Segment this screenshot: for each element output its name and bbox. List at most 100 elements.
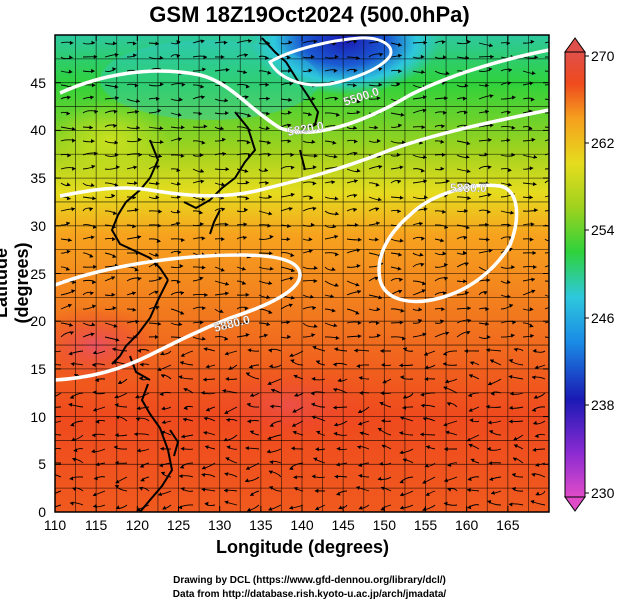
x-tick-label: 110 bbox=[43, 517, 67, 533]
streamline-arrowhead bbox=[289, 81, 293, 86]
streamline-arrowhead bbox=[94, 109, 98, 114]
streamline-arrowhead bbox=[556, 194, 560, 198]
streamline bbox=[302, 224, 315, 227]
streamline-arrowhead bbox=[250, 393, 255, 397]
x-tick-label: 165 bbox=[496, 517, 520, 533]
streamline-arrowhead bbox=[423, 179, 427, 184]
streamline bbox=[500, 280, 511, 284]
streamline-arrowhead bbox=[466, 331, 471, 335]
streamline-arrowhead bbox=[376, 96, 381, 101]
map-title: GSM 18Z19Oct2024 (500.0hPa) bbox=[149, 2, 470, 27]
streamline-arrowhead bbox=[469, 374, 473, 378]
streamline-arrowhead bbox=[176, 279, 181, 284]
streamline-arrowhead bbox=[441, 40, 446, 45]
streamline-arrowhead bbox=[266, 96, 270, 101]
streamline-arrowhead bbox=[530, 97, 535, 102]
streamline-arrowhead bbox=[161, 471, 166, 476]
streamline-arrowhead bbox=[353, 83, 357, 88]
streamline-arrowhead bbox=[378, 295, 383, 300]
streamline-arrowhead bbox=[176, 209, 181, 214]
streamline-arrowhead bbox=[243, 207, 248, 212]
streamline-arrowhead bbox=[439, 319, 444, 324]
streamline-arrowhead bbox=[92, 433, 96, 438]
streamline bbox=[236, 209, 248, 213]
streamline-arrowhead bbox=[225, 291, 229, 296]
streamline-arrowhead bbox=[531, 472, 536, 477]
streamline-arrowhead bbox=[201, 236, 206, 241]
streamline-arrowhead bbox=[223, 324, 228, 329]
streamline-arrowhead bbox=[91, 68, 95, 74]
streamline-arrowhead bbox=[421, 403, 425, 408]
streamline-arrowhead bbox=[532, 407, 537, 412]
streamline-arrowhead bbox=[333, 323, 338, 328]
streamline-arrowhead bbox=[445, 71, 450, 76]
streamline-arrowhead bbox=[91, 449, 96, 454]
streamline-arrowhead bbox=[379, 401, 384, 406]
streamline-arrowhead bbox=[381, 418, 385, 423]
streamline-arrowhead bbox=[70, 395, 75, 399]
streamline bbox=[412, 319, 423, 324]
streamline-arrowhead bbox=[266, 111, 270, 116]
streamline-arrowhead bbox=[443, 422, 448, 427]
streamline-arrowhead bbox=[423, 207, 428, 212]
streamline-arrowhead bbox=[136, 125, 140, 130]
streamline-arrowhead bbox=[336, 446, 341, 451]
streamline-arrowhead bbox=[93, 54, 98, 59]
streamline-arrowhead bbox=[399, 238, 404, 243]
streamline-arrowhead bbox=[315, 506, 320, 511]
streamline-arrowhead bbox=[311, 415, 316, 420]
streamline-arrowhead bbox=[158, 154, 162, 159]
streamline-arrowhead bbox=[377, 197, 382, 202]
streamline-arrowhead bbox=[426, 445, 430, 450]
streamline-arrowhead bbox=[159, 392, 164, 397]
streamline-arrowhead bbox=[90, 183, 95, 187]
streamline-arrowhead bbox=[445, 430, 450, 435]
streamline-arrowhead bbox=[92, 224, 97, 229]
streamline-arrowhead bbox=[246, 466, 250, 470]
streamline-arrowhead bbox=[155, 41, 159, 46]
y-axis-label: Latitude (degrees) bbox=[0, 242, 32, 324]
streamline-arrowhead bbox=[250, 492, 254, 496]
streamline-arrowhead bbox=[268, 211, 273, 216]
streamline-arrowhead bbox=[489, 43, 493, 48]
streamline-arrowhead bbox=[470, 361, 474, 366]
streamline bbox=[148, 238, 161, 243]
streamline-arrowhead bbox=[467, 488, 471, 493]
streamline-arrowhead bbox=[466, 141, 471, 146]
streamline-arrowhead bbox=[201, 487, 206, 492]
streamline-arrowhead bbox=[49, 448, 53, 452]
streamline-arrowhead bbox=[269, 234, 274, 239]
y-tick-label: 35 bbox=[30, 170, 46, 187]
streamline-arrowhead bbox=[358, 505, 363, 510]
streamline-arrowhead bbox=[180, 360, 184, 365]
streamline-arrowhead bbox=[512, 487, 516, 491]
streamline-arrowhead bbox=[308, 112, 312, 117]
streamline-arrowhead bbox=[114, 394, 119, 399]
streamline-arrowhead bbox=[551, 180, 555, 184]
streamline-arrowhead bbox=[244, 53, 248, 58]
streamline-arrowhead bbox=[490, 54, 494, 59]
streamline-arrowhead bbox=[468, 393, 473, 398]
streamline-arrowhead bbox=[225, 67, 230, 72]
streamline-arrowhead bbox=[245, 320, 250, 325]
streamline-arrowhead bbox=[199, 222, 204, 227]
streamline-arrowhead bbox=[485, 109, 489, 114]
streamline-arrowhead bbox=[424, 195, 428, 200]
y-tick-label: 0 bbox=[38, 504, 46, 520]
streamline-arrowhead bbox=[91, 322, 96, 327]
streamline-arrowhead bbox=[399, 320, 404, 325]
streamline-arrowhead bbox=[270, 404, 274, 409]
streamline-arrowhead bbox=[447, 402, 451, 407]
streamline-arrowhead bbox=[68, 351, 73, 356]
streamline-arrowhead bbox=[314, 153, 318, 158]
streamline-arrowhead bbox=[111, 292, 116, 297]
streamline-arrowhead bbox=[399, 195, 404, 200]
streamline-arrowhead bbox=[531, 70, 536, 75]
streamline-arrowhead bbox=[354, 222, 359, 227]
colorbar-tick-label: 246 bbox=[591, 310, 615, 326]
streamline-arrowhead bbox=[115, 505, 120, 510]
streamline-arrowhead bbox=[335, 252, 339, 257]
streamline-arrowhead bbox=[154, 252, 159, 257]
streamline-arrowhead bbox=[198, 210, 203, 215]
streamline-arrowhead bbox=[245, 84, 250, 89]
